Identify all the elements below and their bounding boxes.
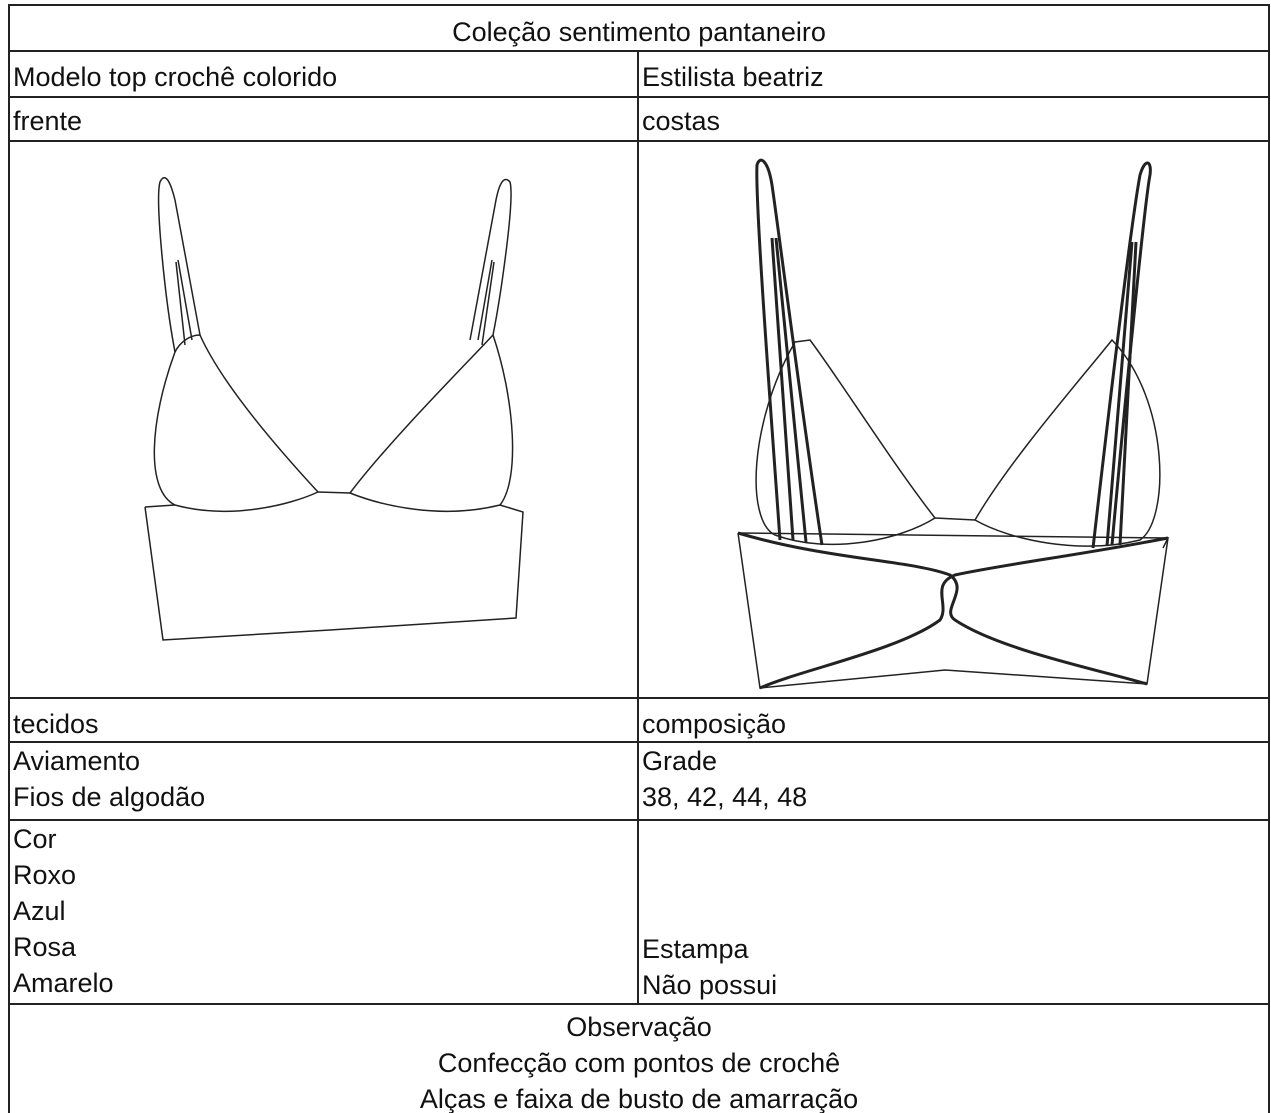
color-item: Amarelo: [13, 968, 114, 998]
notes-label: Observação: [566, 1012, 712, 1042]
color-item: Rosa: [13, 932, 77, 962]
trims-label: Aviamento: [13, 746, 141, 776]
designer: Estilista beatriz: [637, 50, 1270, 98]
colors-list: Roxo Azul Rosa Amarelo: [13, 857, 634, 1001]
print-value: Não possui: [642, 970, 778, 1000]
fabrics: tecidos: [8, 697, 639, 743]
sizes: Grade 38, 42, 44, 48: [637, 741, 1270, 821]
back-label: costas: [637, 96, 1270, 142]
size-item: 38, 42, 44, 48: [642, 782, 808, 812]
note-line: Confecção com pontos de crochê: [437, 1048, 841, 1078]
trim-item: Fios de algodão: [13, 782, 206, 812]
colors: Cor Roxo Azul Rosa Amarelo: [8, 819, 639, 1005]
composition: composição: [637, 697, 1270, 743]
print-label: Estampa: [642, 934, 749, 964]
front-label: frente: [8, 96, 639, 142]
front-cell: [8, 140, 639, 699]
title: Coleção sentimento pantaneiro: [8, 4, 1270, 52]
color-item: Azul: [13, 896, 66, 926]
model: Modelo top crochê colorido: [8, 50, 639, 98]
color-item: Roxo: [13, 860, 77, 890]
sizes-label: Grade: [642, 746, 718, 776]
note-line: Alças e faixa de busto de amarração: [419, 1084, 859, 1113]
sizes-list: 38, 42, 44, 48: [642, 779, 1265, 815]
notes-list: Confecção com pontos de crochê Alças e fa…: [13, 1045, 1265, 1113]
print: Estampa Não possui: [637, 819, 1270, 1005]
back-cell: [637, 140, 1270, 699]
trims-list: Fios de algodão: [13, 779, 634, 815]
trims: Aviamento Fios de algodão: [8, 741, 639, 821]
colors-label: Cor: [13, 824, 57, 854]
notes: Observação Confecção com pontos de crochê…: [8, 1003, 1270, 1113]
